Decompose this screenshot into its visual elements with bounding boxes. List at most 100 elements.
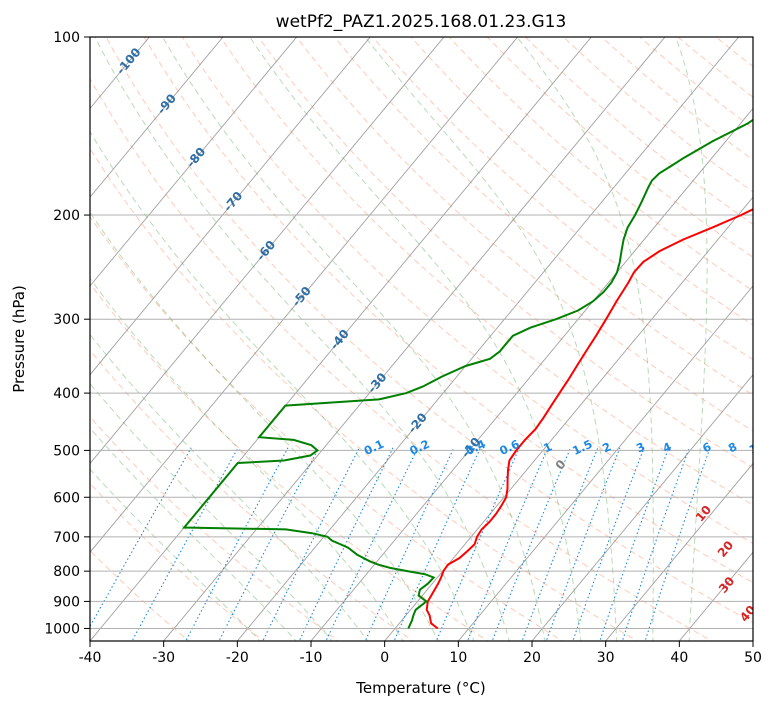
mixing-ratio-label: 1 bbox=[541, 439, 554, 455]
y-axis-label: Pressure (hPa) bbox=[10, 285, 28, 393]
dry-adiabat bbox=[90, 147, 639, 641]
moist-adiabat bbox=[90, 427, 297, 641]
y-tick-label: 700 bbox=[53, 530, 80, 546]
dry-adiabat bbox=[562, 37, 753, 193]
mixing-ratio-line bbox=[262, 447, 360, 641]
x-tick-label: 30 bbox=[597, 650, 615, 666]
dry-adiabat bbox=[90, 215, 564, 641]
isotherm-line bbox=[90, 37, 592, 641]
dewpoint-line bbox=[182, 118, 753, 629]
y-tick-label: 200 bbox=[53, 208, 80, 224]
dry-adiabat bbox=[90, 77, 713, 641]
dry-adiabat bbox=[295, 37, 753, 432]
mixing-ratio-label: 10 bbox=[747, 438, 767, 457]
y-tick-label: 600 bbox=[53, 490, 80, 506]
mixing-ratio-line bbox=[599, 447, 670, 641]
isotherm-line bbox=[605, 462, 753, 641]
dry-adiabat bbox=[334, 37, 753, 396]
mixing-ratio-line bbox=[572, 447, 645, 641]
y-axis-ticks: 100 200 300 400 500 600 700 800 900 1000 bbox=[44, 30, 90, 637]
mixing-ratio-line bbox=[325, 447, 419, 641]
x-tick-label: 20 bbox=[523, 650, 541, 666]
mixing-ratio-line bbox=[393, 447, 481, 641]
background-lines bbox=[90, 24, 775, 644]
y-tick-label: 100 bbox=[53, 30, 80, 46]
mixing-ratio-label: 4 bbox=[660, 439, 673, 455]
mixing-ratio-label: 6 bbox=[700, 439, 713, 455]
moist-adiabat bbox=[90, 382, 333, 641]
mixing-ratio-label: 2 bbox=[600, 439, 613, 455]
x-tick-label: 40 bbox=[670, 650, 688, 666]
mixing-ratio-line bbox=[521, 447, 599, 641]
y-tick-label: 300 bbox=[53, 312, 80, 328]
temperature-line bbox=[425, 208, 753, 630]
dry-adiabat bbox=[181, 37, 753, 545]
plot-frame bbox=[89, 36, 754, 642]
x-tick-label: -30 bbox=[152, 650, 175, 666]
dry-adiabat bbox=[90, 349, 414, 641]
dry-adiabat bbox=[219, 37, 753, 506]
mixing-ratio-label: 0.6 bbox=[497, 437, 521, 458]
moist-adiabat bbox=[675, 37, 708, 641]
plot-area: -100-90-80-70-60-50-40-30-20-1000.1 0.2 0.… bbox=[90, 24, 775, 644]
isotherm-line bbox=[531, 374, 753, 641]
dry-adiabat bbox=[143, 37, 753, 584]
dry-adiabat bbox=[738, 24, 775, 644]
mixing-ratio-line bbox=[218, 447, 320, 641]
isotherm-line bbox=[752, 640, 753, 641]
x-tick-label: -20 bbox=[226, 650, 249, 666]
zero-isotherm-label: 0 bbox=[553, 457, 569, 472]
isotherm-line bbox=[90, 37, 224, 198]
y-tick-label: 500 bbox=[53, 443, 80, 459]
y-tick-label: 900 bbox=[53, 594, 80, 610]
dry-adiabat bbox=[90, 482, 265, 641]
mixing-ratio-line bbox=[131, 447, 239, 641]
isotherm-line bbox=[163, 37, 666, 641]
moist-adiabat bbox=[94, 37, 510, 641]
mixing-ratio-label: 0.1 bbox=[362, 437, 386, 458]
y-tick-label: 1000 bbox=[44, 621, 80, 637]
dry-adiabat bbox=[90, 549, 190, 641]
moist-adiabat-label: 20 bbox=[715, 538, 736, 560]
moist-adiabat-label: 40 bbox=[737, 603, 758, 625]
pressure-grid-lines bbox=[90, 37, 753, 629]
x-tick-label: 50 bbox=[744, 650, 762, 666]
moist-adiabat bbox=[90, 333, 369, 641]
dry-adiabat bbox=[90, 282, 489, 641]
mixing-ratio-label: 8 bbox=[726, 439, 739, 455]
mixing-ratio-label: 1.5 bbox=[570, 437, 594, 458]
moist-adiabat bbox=[90, 130, 475, 641]
dry-adiabat bbox=[524, 37, 753, 225]
mixing-ratio-line bbox=[364, 447, 455, 641]
dry-adiabat bbox=[715, 37, 753, 68]
x-tick-label: 0 bbox=[380, 650, 389, 666]
isotherm-line bbox=[384, 196, 753, 641]
mixing-ratio-line bbox=[545, 447, 621, 641]
dry-adiabat bbox=[105, 37, 753, 624]
x-axis-ticks: -40 -30 -20 -10 0 10 20 30 40 50 bbox=[79, 641, 762, 666]
isotherm-line bbox=[90, 37, 519, 553]
chart-title: wetPf2_PAZ1.2025.168.01.23.G13 bbox=[276, 12, 567, 32]
x-tick-label: 10 bbox=[449, 650, 467, 666]
moist-adiabat bbox=[90, 211, 440, 641]
mixing-ratio-line bbox=[644, 447, 711, 641]
isotherm-line bbox=[90, 37, 298, 287]
moist-adiabat bbox=[90, 468, 261, 641]
isotherm-line bbox=[457, 285, 753, 641]
mixing-ratio-line bbox=[90, 447, 192, 628]
x-tick-label: -40 bbox=[79, 650, 102, 666]
dry-adiabat bbox=[257, 37, 753, 469]
mixing-ratio-label: 3 bbox=[634, 439, 647, 455]
isotherm-line bbox=[236, 37, 740, 641]
mixing-ratio-line bbox=[185, 447, 289, 641]
y-tick-label: 800 bbox=[53, 564, 80, 580]
isotherm-line bbox=[90, 37, 371, 376]
mixing-ratio-line bbox=[298, 447, 394, 641]
x-tick-label: -10 bbox=[300, 650, 323, 666]
x-axis-label: Temperature (°C) bbox=[355, 679, 485, 697]
mixing-ratio-line bbox=[621, 447, 690, 641]
profile-lines bbox=[182, 118, 753, 630]
dry-adiabat bbox=[372, 37, 753, 361]
isotherm-line bbox=[310, 107, 753, 641]
